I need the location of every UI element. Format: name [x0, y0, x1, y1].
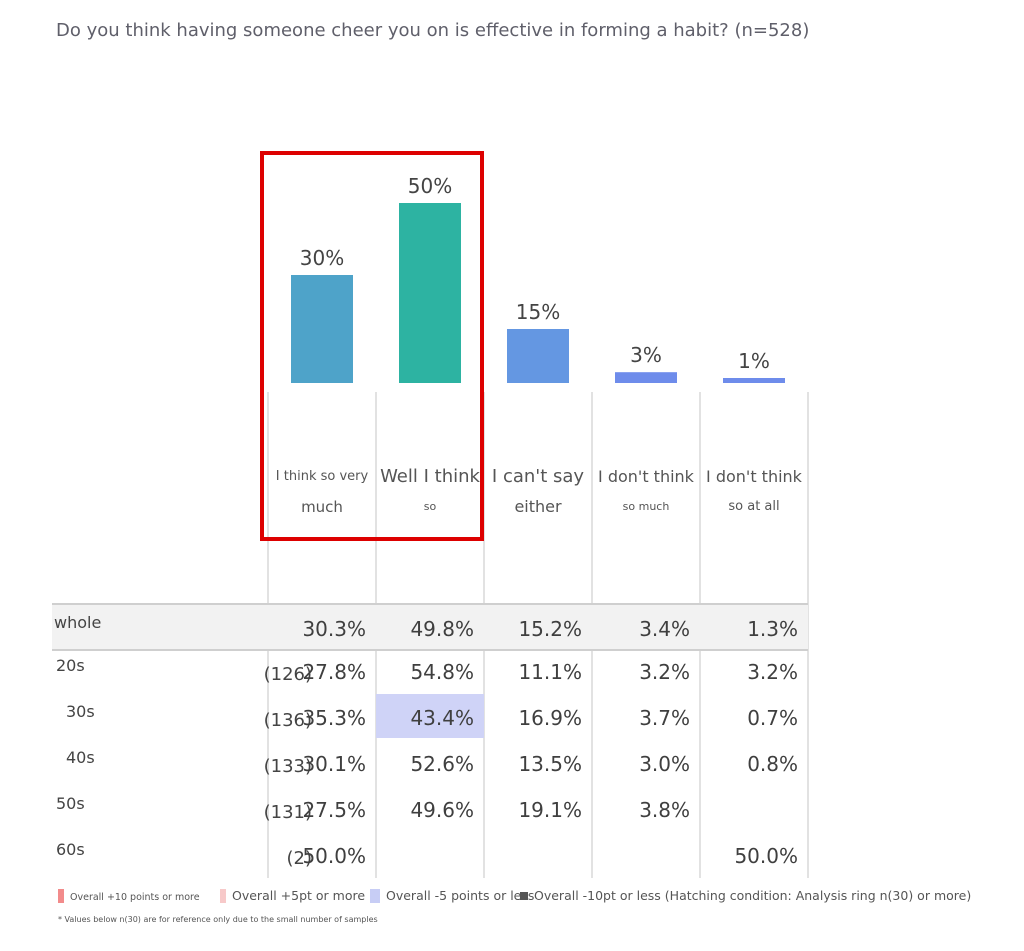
category-label: I think so very much [268, 462, 376, 522]
category-label-line: so [423, 500, 437, 513]
table-row: 30s (136) 35.3% 43.4% 16.9% 3.7% 0.7% [52, 694, 808, 738]
table-cell: 50.0% [302, 844, 366, 868]
legend-swatch [220, 889, 226, 903]
table-cell: 1.3% [747, 617, 798, 641]
category-label-line: I don't think [706, 467, 802, 486]
table-row: 20s (126) 27.8% 54.8% 11.1% 3.2% 3.2% [52, 648, 808, 692]
table-cell: 3.8% [639, 798, 690, 822]
bar [399, 203, 461, 383]
highlight-box [260, 151, 484, 541]
bar [615, 372, 677, 383]
row-label: 20s [56, 656, 85, 675]
category-label: Well I think so [376, 462, 484, 522]
table-cell: 19.1% [518, 798, 582, 822]
table-cell: 0.7% [747, 706, 798, 730]
category-label-line: I can't say [491, 466, 585, 487]
category-label-line: so at all [728, 499, 780, 514]
bar [723, 378, 785, 383]
table-cell: 15.2% [518, 617, 582, 641]
row-sample-size: (133) [263, 756, 312, 777]
legend-item: Overall -10pt or less (Hatching conditio… [520, 888, 971, 903]
bar-value-label: 50% [408, 174, 452, 198]
row-label: 40s [66, 748, 95, 767]
legend-item: Overall +10 points or more [58, 888, 200, 903]
bar-value-label: 30% [300, 246, 344, 270]
table-cell: 27.5% [302, 798, 366, 822]
table-cell: 43.4% [376, 694, 484, 738]
legend-item: Overall -5 points or less [370, 888, 534, 903]
row-sample-size: (126) [263, 664, 312, 685]
category-label: I can't say either [484, 462, 592, 522]
table-row-whole: whole 30.3% 49.8% 15.2% 3.4% 1.3% [52, 603, 808, 651]
row-label: whole [54, 613, 102, 632]
row-sample-size: (131) [263, 802, 312, 823]
category-label-line: much [301, 498, 343, 516]
category-label: I don't think so at all [700, 462, 808, 522]
row-sample-size: (2) [286, 848, 313, 869]
category-label-line: I don't think [598, 467, 694, 486]
table-row: 50s (131) 27.5% 49.6% 19.1% 3.8% [52, 786, 808, 830]
table-cell: 16.9% [518, 706, 582, 730]
table-cell: 52.6% [410, 752, 474, 776]
legend-swatch [370, 889, 380, 903]
table-cell: 35.3% [302, 706, 366, 730]
table-cell: 0.8% [747, 752, 798, 776]
row-label: 50s [56, 794, 85, 813]
table-cell: 49.6% [410, 798, 474, 822]
bar-value-labels: 30% 50% 15% 3% 1% [300, 174, 770, 373]
table-cell: 30.3% [302, 617, 366, 641]
table-cell [592, 832, 700, 876]
category-label: I don't think so much [592, 462, 700, 522]
table-cell: 3.4% [639, 617, 690, 641]
table-cell: 3.0% [639, 752, 690, 776]
row-label: 30s [66, 702, 95, 721]
bar [507, 329, 569, 383]
table-cell: 11.1% [518, 660, 582, 684]
bars [291, 203, 785, 383]
table-cell [700, 786, 808, 830]
table-cell: 3.2% [639, 660, 690, 684]
row-label: 60s [56, 840, 85, 859]
category-label-line: so much [622, 500, 670, 513]
table-cell [484, 832, 592, 876]
table-cell: 3.7% [639, 706, 690, 730]
legend-swatch [58, 889, 64, 903]
legend-item: Overall +5pt or more [220, 888, 365, 903]
bar-value-label: 15% [516, 300, 560, 324]
table-row: 40s (133) 30.1% 52.6% 13.5% 3.0% 0.8% [52, 740, 808, 784]
table-cell: 27.8% [302, 660, 366, 684]
category-label-line: I think so very [275, 469, 369, 484]
bar-value-label: 1% [738, 349, 770, 373]
table-cell: 30.1% [302, 752, 366, 776]
question-title: Do you think having someone cheer you on… [56, 20, 810, 41]
table-cell: 50.0% [734, 844, 798, 868]
category-label-line: Well I think [380, 466, 480, 487]
table-cell: 49.8% [410, 617, 474, 641]
table-row: 60s (2) 50.0% 50.0% [52, 832, 808, 876]
bar [291, 275, 353, 383]
table-cell [376, 832, 484, 876]
table-cell: 3.2% [747, 660, 798, 684]
row-sample-size: (136) [263, 710, 312, 731]
bar-value-label: 3% [630, 343, 662, 367]
category-label-line: either [514, 497, 562, 516]
footnote: * Values below n(30) are for reference o… [58, 915, 378, 924]
table-cell: 54.8% [410, 660, 474, 684]
table-cell: 13.5% [518, 752, 582, 776]
legend-swatch [520, 892, 528, 900]
